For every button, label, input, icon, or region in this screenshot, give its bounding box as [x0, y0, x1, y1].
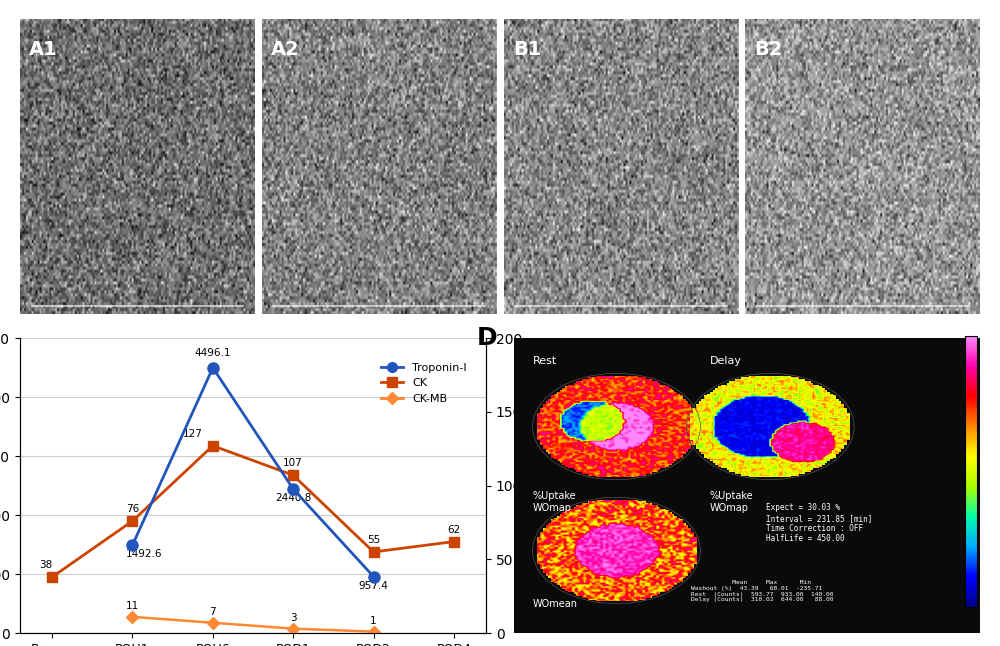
Text: %Uptake
WOmap: %Uptake WOmap [533, 492, 576, 513]
Text: 127: 127 [183, 429, 203, 439]
Text: 7: 7 [210, 607, 216, 617]
Text: 76: 76 [126, 504, 139, 514]
Text: A1: A1 [29, 40, 58, 59]
Text: Rest: Rest [533, 356, 557, 366]
Text: %Uptake
WOmap: %Uptake WOmap [710, 492, 753, 513]
Text: D: D [477, 326, 497, 350]
Text: 62: 62 [447, 525, 461, 534]
Text: 3: 3 [290, 613, 296, 623]
Text: B2: B2 [755, 40, 783, 59]
Text: 11: 11 [126, 601, 139, 611]
Text: A2: A2 [271, 40, 300, 59]
Text: B1: B1 [513, 40, 541, 59]
Text: Delay: Delay [710, 356, 742, 366]
Y-axis label: CK/CK-MB (U/L): CK/CK-MB (U/L) [528, 438, 541, 533]
Text: 1: 1 [370, 616, 377, 626]
Text: 107: 107 [283, 458, 303, 468]
Text: WOmean: WOmean [533, 599, 578, 609]
Text: Expect = 30.03 %
Interval = 231.85 [min]
Time Correction : OFF
HalfLife = 450.00: Expect = 30.03 % Interval = 231.85 [min]… [766, 503, 872, 543]
Text: 55: 55 [367, 535, 380, 545]
Text: Mean     Max      Min
Washout (%)  43.39   68.01  -235.71
Rest  (Counts)  593.77: Mean Max Min Washout (%) 43.39 68.01 -23… [691, 580, 834, 602]
Text: 957.4: 957.4 [359, 581, 388, 590]
Text: 38: 38 [39, 560, 52, 570]
Text: 1492.6: 1492.6 [126, 549, 163, 559]
Text: 4496.1: 4496.1 [195, 348, 231, 358]
Legend: Troponin-I, CK, CK-MB: Troponin-I, CK, CK-MB [377, 359, 471, 408]
Text: 2440.8: 2440.8 [275, 493, 311, 503]
